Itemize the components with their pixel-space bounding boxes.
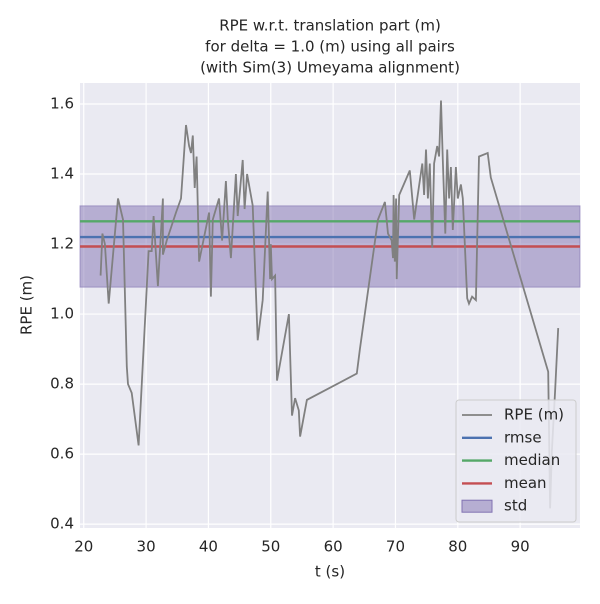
y-tick-label: 1.0 xyxy=(50,305,74,323)
legend-label: mean xyxy=(504,474,547,492)
y-tick-label: 1.6 xyxy=(50,95,74,113)
legend-label: rmse xyxy=(504,428,542,446)
y-axis-label: RPE (m) xyxy=(18,275,36,335)
legend-swatch xyxy=(461,499,493,513)
chart-title: RPE w.r.t. translation part (m) xyxy=(219,17,441,35)
chart-title: for delta = 1.0 (m) using all pairs xyxy=(205,38,455,56)
x-tick-label: 30 xyxy=(137,538,156,556)
y-tick-label: 0.6 xyxy=(50,445,74,463)
legend-box xyxy=(455,399,577,523)
x-axis-label: t (s) xyxy=(315,563,345,581)
legend-label: median xyxy=(504,451,560,469)
y-tick-label: 0.8 xyxy=(50,375,74,393)
x-tick-label: 50 xyxy=(261,538,280,556)
y-tick-label: 0.4 xyxy=(50,515,74,533)
x-tick-label: 20 xyxy=(74,538,93,556)
x-tick-label: 80 xyxy=(448,538,467,556)
x-tick-label: 90 xyxy=(511,538,530,556)
x-tick-label: 70 xyxy=(386,538,405,556)
x-tick-label: 60 xyxy=(324,538,343,556)
legend-label: RPE (m) xyxy=(504,406,564,424)
y-tick-label: 1.4 xyxy=(50,165,74,183)
chart-title: (with Sim(3) Umeyama alignment) xyxy=(200,59,460,77)
legend-label: std xyxy=(504,497,527,515)
rpe-line xyxy=(99,100,560,509)
x-tick-label: 40 xyxy=(199,538,218,556)
y-tick-label: 1.2 xyxy=(50,235,74,253)
legend: RPE (m) rmse median mean std xyxy=(455,399,577,523)
